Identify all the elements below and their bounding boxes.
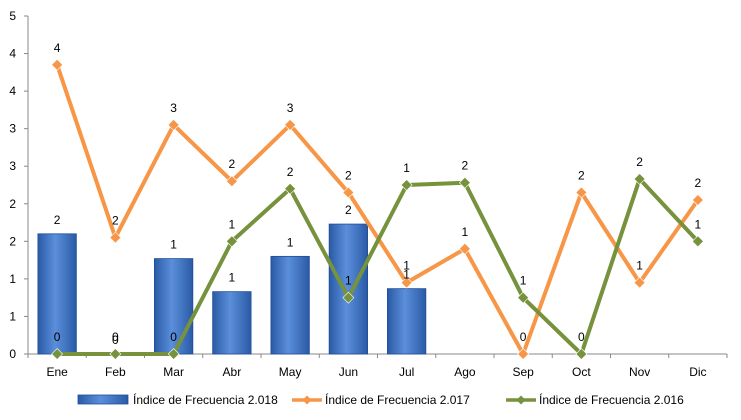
line-data-label: 1	[462, 225, 469, 239]
y-tick-label: 2	[9, 197, 16, 211]
line-data-label: 2	[578, 169, 585, 183]
y-tick-label: 1	[9, 272, 16, 286]
series-point	[691, 194, 704, 206]
line-data-label: 0	[578, 330, 585, 344]
bar	[212, 291, 252, 355]
series-point	[225, 235, 238, 248]
bar-data-label: 2	[54, 213, 61, 227]
series-point	[517, 291, 530, 304]
series-point	[342, 291, 355, 304]
series-point	[342, 186, 355, 199]
x-tick-label: Oct	[572, 365, 591, 379]
legend-marker	[516, 395, 526, 405]
series-point	[633, 173, 646, 185]
line-data-label: 1	[345, 274, 352, 288]
series-point	[400, 179, 413, 191]
series-point	[517, 348, 530, 360]
line-data-label: 2	[345, 169, 352, 183]
line-data-label: 4	[54, 41, 61, 55]
series-point	[51, 348, 64, 360]
x-tick-label: Dic	[689, 365, 706, 379]
series-point	[284, 182, 297, 195]
legend-label: Índice de Frecuencia 2.017	[325, 392, 470, 407]
y-tick-label: 3	[9, 122, 16, 136]
y-tick-label: 5	[9, 9, 16, 23]
x-tick-label: Sep	[512, 365, 534, 379]
legend-marker	[302, 395, 312, 405]
x-tick-label: Jul	[399, 365, 414, 379]
line-data-label: 1	[229, 217, 236, 231]
series-point	[575, 186, 588, 199]
line-data-label: 2	[695, 176, 702, 190]
x-tick-label: Ene	[46, 365, 68, 379]
series-line	[55, 176, 700, 356]
line-series	[51, 58, 704, 360]
x-tick-label: Nov	[629, 365, 650, 379]
line-data-label: 0	[520, 330, 527, 344]
x-tick-label: Feb	[105, 365, 126, 379]
line-data-label: 0	[54, 330, 61, 344]
y-tick-label: 4	[9, 47, 16, 61]
bar	[328, 223, 368, 355]
line-data-label: 2	[636, 155, 643, 169]
line-data-label: 1	[403, 161, 410, 175]
series-point	[691, 235, 704, 248]
bar-series	[37, 223, 427, 355]
line-data-label: 2	[287, 165, 294, 179]
bar	[270, 255, 310, 355]
series-point	[109, 231, 122, 244]
line-data-label: 1	[695, 217, 702, 231]
series-point	[400, 276, 413, 289]
x-tick-label: Ago	[454, 365, 476, 379]
bar-data-label: 1	[229, 271, 236, 285]
legend-label: Índice de Frecuencia 2.016	[539, 392, 684, 407]
series-point	[284, 118, 297, 131]
series-point	[633, 276, 646, 289]
series-point	[225, 175, 238, 188]
y-tick-label: 1	[9, 309, 16, 323]
legend: Índice de Frecuencia 2.018 Índice de Frec…	[77, 392, 684, 407]
series-point	[458, 242, 471, 255]
y-tick-label: 2	[9, 234, 16, 248]
line-data-label: 3	[170, 101, 177, 115]
line-data-label: 2	[229, 157, 236, 171]
line-data-label: 1	[520, 274, 527, 288]
series-point	[167, 348, 180, 360]
x-tick-label: Jun	[339, 365, 358, 379]
x-tick-label: Abr	[223, 365, 242, 379]
series-point	[458, 176, 471, 189]
legend-label: Índice de Frecuencia 2.018	[133, 392, 278, 407]
bar	[387, 288, 427, 355]
line-data-label: 1	[636, 259, 643, 273]
line-data-label: 1	[403, 259, 410, 273]
series-point	[167, 118, 180, 131]
y-tick-label: 4	[9, 84, 16, 98]
x-tick-label: May	[279, 365, 302, 379]
line-data-label: 2	[462, 159, 469, 173]
series-point	[109, 348, 122, 360]
line-data-label: 0	[170, 330, 177, 344]
x-tick-label: Mar	[163, 365, 184, 379]
bar-data-label: 2	[345, 203, 352, 217]
bar-data-label: 0	[112, 333, 119, 347]
bar	[37, 233, 77, 355]
legend-swatch	[77, 394, 129, 405]
bar-data-label: 1	[287, 235, 294, 249]
series-point	[575, 348, 588, 360]
y-tick-label: 3	[9, 159, 16, 173]
line-data-label: 0	[112, 330, 119, 344]
line-data-label: 2	[112, 214, 119, 228]
y-tick-label: 0	[9, 347, 16, 361]
line-data-label: 3	[287, 101, 294, 115]
bar-data-label: 1	[170, 238, 177, 252]
series-point	[51, 58, 64, 71]
series-line	[55, 62, 700, 356]
bar-data-label: 1	[403, 268, 410, 282]
